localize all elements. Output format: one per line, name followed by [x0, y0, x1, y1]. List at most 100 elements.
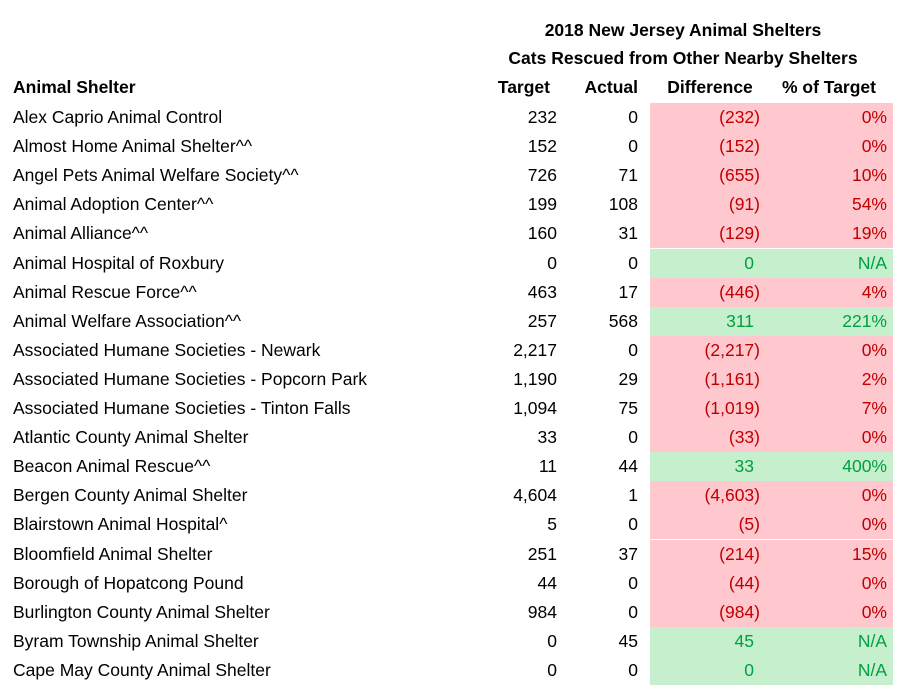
highlight-cell	[650, 219, 893, 249]
target-cell: 44	[537, 572, 557, 593]
actual-cell: 0	[628, 659, 638, 680]
percent-cell: 15%	[851, 543, 887, 564]
actual-cell: 31	[618, 223, 638, 244]
highlight-cell	[650, 103, 893, 132]
percent-cell: 0%	[861, 572, 887, 593]
shelter-name: Animal Alliance^^	[13, 223, 149, 244]
shelter-name: Cape May County Animal Shelter	[13, 659, 271, 680]
highlight-cell	[650, 190, 893, 220]
percent-cell: N/A	[857, 659, 887, 680]
shelter-name: Angel Pets Animal Welfare Society^^	[13, 165, 299, 186]
shelter-name: Bergen County Animal Shelter	[13, 485, 248, 506]
highlight-cell	[650, 597, 893, 627]
difference-cell: (152)	[719, 136, 760, 157]
shelter-name: Bloomfield Animal Shelter	[13, 543, 213, 564]
header-cell: Actual	[584, 77, 638, 97]
difference-cell: 0	[744, 252, 754, 273]
target-cell: 257	[527, 310, 557, 331]
difference-cell: (129)	[719, 223, 760, 244]
percent-cell: 0%	[861, 339, 887, 360]
highlight-cell	[650, 452, 893, 482]
actual-cell: 568	[608, 310, 638, 331]
shelter-name: Borough of Hopatcong Pound	[13, 572, 244, 593]
actual-cell: 29	[618, 368, 638, 389]
highlight-cell	[650, 568, 893, 598]
highlight-cell	[650, 248, 893, 278]
actual-cell: 0	[628, 136, 638, 157]
percent-cell: N/A	[857, 630, 887, 651]
shelter-name: Associated Humane Societies - Newark	[13, 339, 321, 360]
shelter-name: Associated Humane Societies - Popcorn Pa…	[13, 368, 368, 389]
shelter-name: Beacon Animal Rescue^^	[13, 456, 211, 477]
shelter-name: Animal Adoption Center^^	[13, 194, 214, 215]
header-cell: % of Target	[782, 77, 876, 97]
header-cell: Animal Shelter	[13, 77, 136, 97]
percent-cell: 19%	[851, 223, 887, 244]
target-cell: 0	[547, 630, 557, 651]
shelter-name: Animal Welfare Association^^	[13, 310, 242, 331]
shelter-name: Animal Rescue Force^^	[13, 281, 197, 302]
actual-cell: 75	[618, 398, 638, 418]
shelter-name: Blairstown Animal Hospital^	[13, 514, 228, 535]
target-cell: 33	[537, 427, 557, 448]
difference-cell: (214)	[719, 543, 760, 564]
actual-cell: 0	[628, 107, 638, 127]
actual-cell: 45	[618, 630, 638, 651]
target-cell: 0	[547, 252, 557, 273]
actual-cell: 0	[628, 601, 638, 622]
shelter-name: Burlington County Animal Shelter	[13, 601, 270, 622]
shelter-name: Byram Township Animal Shelter	[13, 630, 259, 651]
highlight-cell	[650, 277, 893, 307]
highlight-cell	[650, 132, 893, 162]
actual-cell: 0	[628, 427, 638, 448]
percent-cell: 0%	[861, 107, 887, 127]
percent-cell: 2%	[861, 368, 887, 389]
header-cell: Difference	[667, 77, 753, 97]
actual-cell: 0	[628, 572, 638, 593]
percent-cell: 0%	[861, 601, 887, 622]
percent-cell: 54%	[851, 194, 887, 215]
actual-cell: 71	[618, 165, 638, 186]
difference-cell: (446)	[719, 281, 760, 302]
difference-cell: 0	[744, 659, 754, 680]
highlight-cell	[650, 423, 893, 453]
target-cell: 11	[538, 456, 557, 477]
actual-cell: 108	[608, 194, 638, 215]
percent-cell: 0%	[861, 136, 887, 157]
actual-cell: 37	[618, 543, 638, 564]
highlight-cell	[650, 655, 893, 685]
difference-cell: (44)	[728, 572, 760, 593]
target-cell: 984	[527, 601, 557, 622]
difference-cell: (4,603)	[704, 485, 760, 506]
difference-cell: (5)	[738, 514, 760, 535]
difference-cell: 311	[726, 310, 754, 331]
difference-cell: (33)	[728, 427, 760, 448]
difference-cell: 45	[734, 630, 754, 651]
difference-cell: (2,217)	[704, 339, 760, 360]
difference-cell: (1,019)	[704, 398, 760, 418]
actual-cell: 0	[628, 514, 638, 535]
target-cell: 160	[527, 223, 557, 244]
highlight-cell	[650, 335, 893, 365]
target-cell: 5	[547, 514, 557, 535]
target-cell: 1,190	[513, 368, 557, 389]
difference-cell: (91)	[728, 194, 760, 215]
highlight-cell	[650, 481, 893, 511]
actual-cell: 44	[618, 456, 638, 477]
target-cell: 251	[527, 543, 557, 564]
difference-cell: (1,161)	[704, 368, 760, 389]
highlight-cell	[650, 306, 893, 336]
shelter-name: Alex Caprio Animal Control	[13, 107, 223, 127]
target-cell: 1,094	[513, 398, 557, 418]
actual-cell: 0	[628, 339, 638, 360]
percent-cell: 4%	[861, 281, 887, 302]
highlight-cell	[650, 626, 893, 656]
subtitle: Cats Rescued from Other Nearby Shelters	[508, 48, 858, 68]
actual-cell: 1	[628, 485, 638, 506]
actual-cell: 17	[618, 281, 638, 302]
percent-cell: 0%	[861, 514, 887, 535]
highlight-cell	[650, 394, 893, 423]
difference-cell: (655)	[719, 165, 760, 186]
difference-cell: 33	[734, 456, 754, 477]
